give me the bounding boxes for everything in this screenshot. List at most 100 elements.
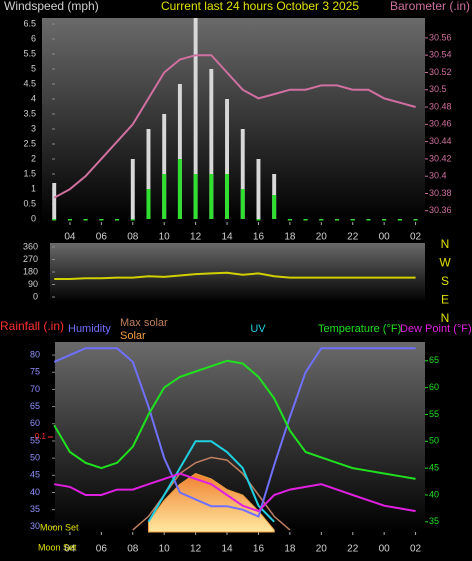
y-tick-label: 2.5	[23, 138, 36, 148]
bar	[83, 219, 88, 221]
x-tick-label: 18	[284, 544, 296, 555]
y-tick-label: 50	[30, 453, 40, 463]
y-tick-label: 90	[28, 279, 38, 289]
y-tick-label: 80	[30, 349, 40, 359]
y-tick-label: 35	[30, 504, 40, 514]
x-tick-label: 04	[64, 544, 76, 555]
bar	[272, 195, 277, 219]
y2-tick-label: 55	[429, 409, 439, 419]
bar	[225, 174, 230, 219]
bar	[335, 219, 339, 221]
x-tick-label: 14	[221, 232, 233, 243]
x-tick-label: 06	[96, 544, 108, 555]
y-tick-label: 70	[30, 384, 40, 394]
y2-tick-label: 30.4	[429, 171, 447, 181]
y-tick-label: 65	[30, 401, 40, 411]
y-tick-label: 360	[23, 241, 38, 251]
bar	[52, 219, 57, 221]
x-tick-label: 20	[316, 232, 328, 243]
y2-tick-label: 35	[429, 516, 439, 526]
bar	[67, 219, 72, 221]
y2-tick-label: 30.48	[429, 101, 452, 111]
y2-tick-label: 30.42	[429, 153, 452, 163]
y2-tick-label: 40	[429, 489, 439, 499]
bar	[130, 159, 135, 219]
x-tick-label: 04	[64, 232, 76, 243]
bar	[162, 114, 167, 219]
bar	[350, 219, 355, 221]
series-line	[53, 347, 416, 518]
y2-tick-label: 30.52	[429, 67, 452, 77]
y2-tick-label: 45	[429, 463, 439, 473]
y3-tick-label: 0.1	[35, 432, 47, 441]
y-tick-label: 2	[31, 153, 36, 163]
x-tick-label: 10	[159, 232, 171, 243]
compass-label: N	[441, 237, 450, 251]
bar	[225, 99, 230, 219]
y-tick-label: 0	[31, 213, 36, 223]
panel-direction	[50, 243, 425, 302]
y2-tick-label: 30.54	[429, 50, 452, 60]
bar	[287, 219, 292, 221]
y-tick-label: 5.5	[23, 48, 36, 58]
bar	[115, 219, 120, 221]
y-tick-label: 6	[31, 33, 36, 43]
bar	[209, 69, 214, 219]
series-line	[54, 472, 416, 513]
series-line	[53, 54, 416, 199]
y-tick-label: 30	[30, 521, 40, 531]
y-tick-label: 3.5	[23, 108, 36, 118]
x-tick-label: 22	[347, 232, 359, 243]
x-tick-label: 02	[410, 544, 422, 555]
bar	[366, 219, 371, 221]
bar	[209, 174, 214, 219]
y2-tick-label: 60	[429, 382, 439, 392]
x-tick-label: 00	[379, 544, 391, 555]
x-tick-label: 20	[316, 544, 328, 555]
solar-area	[148, 472, 275, 533]
bar	[146, 189, 151, 219]
y-tick-label: 55	[30, 435, 40, 445]
panel-wind	[42, 18, 425, 222]
y2-tick-label: 30.36	[429, 205, 452, 215]
compass-label: N	[441, 311, 450, 325]
x-tick-label: 22	[347, 544, 359, 555]
bar	[146, 129, 151, 219]
x-tick-label: 08	[127, 232, 139, 243]
x-tick-label: 06	[96, 232, 108, 243]
series-line	[54, 271, 416, 280]
bar	[162, 174, 167, 219]
y-tick-label: 1.5	[23, 168, 36, 178]
annotation: Moon Set	[40, 522, 79, 532]
y2-tick-label: 30.56	[429, 32, 452, 42]
y-tick-label: 180	[23, 266, 38, 276]
bar	[99, 219, 104, 221]
legend-label: UV	[250, 323, 266, 335]
chart-title: Current last 24 hours October 3 2025	[161, 0, 359, 13]
y-tick-label: 0.5	[23, 198, 36, 208]
bar	[413, 219, 418, 221]
x-tick-label: 02	[410, 232, 422, 243]
legend-label: Max solar	[120, 317, 168, 329]
bar	[177, 84, 182, 219]
y2-tick-label: 30.38	[429, 188, 452, 198]
legend-label: Dew Point (°F)	[400, 323, 472, 335]
x-tick-label: 08	[127, 544, 139, 555]
series-line	[147, 440, 275, 523]
y2-tick-label: 50	[429, 436, 439, 446]
bar	[319, 219, 324, 221]
y2-tick-label: 30.5	[429, 84, 447, 94]
x-tick-label: 16	[253, 544, 265, 555]
bar	[303, 219, 308, 221]
y-tick-label: 0	[33, 291, 38, 301]
x-tick-label: 00	[379, 232, 391, 243]
legend-label: Temperature (°F)	[318, 323, 401, 335]
y-tick-label: 60	[30, 418, 40, 428]
bar	[256, 219, 261, 221]
y-tick-label: 1	[31, 183, 36, 193]
bar	[382, 219, 387, 221]
y-tick-label: 5	[31, 63, 36, 73]
bar	[256, 159, 261, 219]
y-label: Windspeed (mph)	[4, 0, 99, 13]
